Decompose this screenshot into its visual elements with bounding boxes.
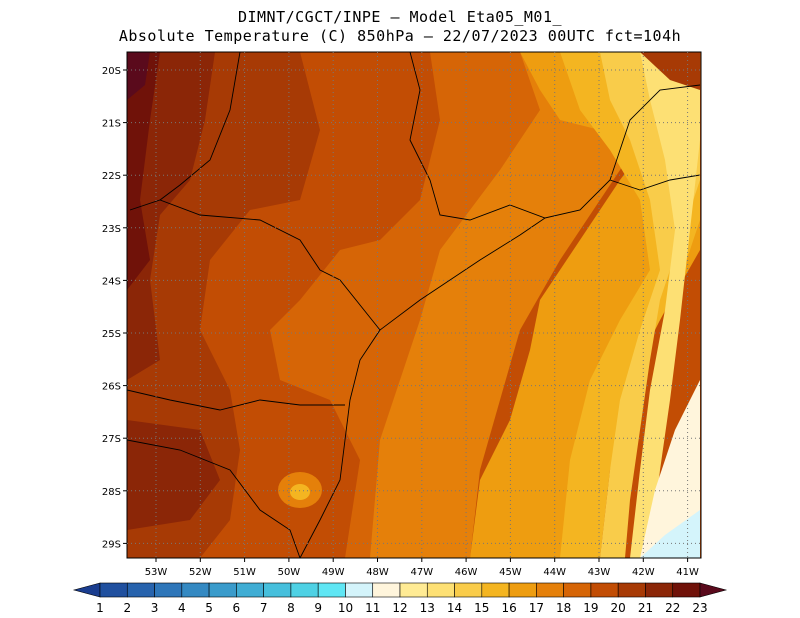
colorbar-label: 5 (205, 601, 213, 615)
lat-tick-label: 27S (102, 434, 121, 445)
colorbar-label: 3 (151, 601, 159, 615)
colorbar-label: 19 (583, 601, 598, 615)
lat-tick-label: 20S (102, 66, 121, 77)
colorbar-label: 22 (665, 601, 680, 615)
colorbar-segment (345, 582, 374, 598)
colorbar-segment (263, 582, 292, 598)
field-west-core-south (127, 420, 220, 530)
lon-tick-label: 49W (322, 567, 345, 578)
colorbar-label: 4 (178, 601, 186, 615)
field-se-cold (640, 510, 700, 558)
lat-tick-label: 23S (102, 224, 121, 235)
colorbar-label: 15 (474, 601, 489, 615)
colorbar-segment (399, 582, 428, 598)
lon-tick-label: 48W (366, 567, 389, 578)
axis-ticks: 20S 21S 22S 23S 24S 25S 26S 27S 28S 29S 53W 52W 51W 5… (102, 66, 699, 578)
lon-tick-label: 45W (499, 567, 522, 578)
colorbar-label: 16 (501, 601, 516, 615)
map-frame (126, 51, 702, 559)
temperature-field (127, 52, 701, 558)
graticule (127, 52, 701, 558)
colorbar-label: 18 (556, 601, 571, 615)
colorbar-segment (317, 582, 346, 598)
chart-title-line-1: DIMNT/CGCT/INPE – Model Eta05_M01_ (237, 8, 563, 26)
colorbar-segment (672, 582, 701, 598)
colorbar-segment (208, 582, 237, 598)
colorbar-label: 7 (260, 601, 268, 615)
lon-tick-label: 46W (455, 567, 478, 578)
lat-tick-label: 28S (102, 487, 121, 498)
colorbar-segment (372, 582, 401, 598)
colorbar-label: 21 (638, 601, 653, 615)
coastlines-and-borders (127, 52, 701, 558)
field-south-blob-core (290, 484, 310, 500)
lon-tick-label: 44W (543, 567, 566, 578)
colorbar-segment (563, 582, 592, 598)
colorbar-segment (99, 582, 128, 598)
colorbar-label: 10 (338, 601, 353, 615)
colorbar-label: 1 (96, 601, 104, 615)
lon-tick-label: 50W (278, 567, 301, 578)
field-north-red (640, 52, 700, 90)
lon-tick-label: 51W (233, 567, 256, 578)
colorbar-arrow-high (699, 582, 728, 598)
colorbar-label: 8 (287, 601, 295, 615)
lat-tick-label: 29S (102, 539, 121, 550)
colorbar-segment (617, 582, 646, 598)
chart-title-line-2: Absolute Temperature (C) 850hPa – 22/07/… (118, 27, 682, 45)
colorbar-segment (181, 582, 210, 598)
lon-tick-label: 41W (676, 567, 699, 578)
lon-tick-label: 52W (189, 567, 212, 578)
field-east-orange (370, 52, 700, 558)
colorbar-segment (126, 582, 155, 598)
field-ne-pale (630, 52, 700, 558)
field-west-max-top (127, 52, 150, 100)
colorbar-label: 13 (420, 601, 435, 615)
field-west-max (127, 52, 160, 290)
colorbar: 1 2 3 4 5 6 7 8 9 10 11 12 13 14 15 16 17 18 19 20 21 22 23 (72, 582, 728, 615)
lon-tick-label: 53W (145, 567, 168, 578)
colorbar-label: 6 (233, 601, 241, 615)
colorbar-label: 20 (611, 601, 626, 615)
lat-tick-label: 25S (102, 329, 121, 340)
colorbar-segment (426, 582, 455, 598)
colorbar-segment (508, 582, 537, 598)
field-se-cream (640, 380, 700, 558)
colorbar-arrow-low (72, 582, 101, 598)
colorbar-segment (154, 582, 183, 598)
colorbar-label: 14 (447, 601, 462, 615)
colorbar-segment (481, 582, 510, 598)
colorbar-label: 9 (314, 601, 322, 615)
colorbar-label: 23 (692, 601, 707, 615)
lat-tick-label: 21S (102, 119, 121, 130)
field-west-core (127, 52, 215, 380)
colorbar-segment (590, 582, 619, 598)
colorbar-segment (645, 582, 674, 598)
colorbar-segment (290, 582, 319, 598)
colorbar-segment (236, 582, 264, 598)
colorbar-segment (536, 582, 564, 598)
lon-tick-label: 43W (588, 567, 611, 578)
lat-tick-label: 24S (102, 276, 121, 287)
colorbar-segment (454, 582, 483, 598)
colorbar-label: 17 (529, 601, 544, 615)
colorbar-label: 12 (392, 601, 407, 615)
lat-tick-label: 22S (102, 171, 121, 182)
lon-tick-label: 47W (410, 567, 433, 578)
colorbar-label: 11 (365, 601, 380, 615)
lat-tick-label: 26S (102, 382, 121, 393)
colorbar-label: 2 (123, 601, 131, 615)
lon-tick-label: 42W (632, 567, 655, 578)
